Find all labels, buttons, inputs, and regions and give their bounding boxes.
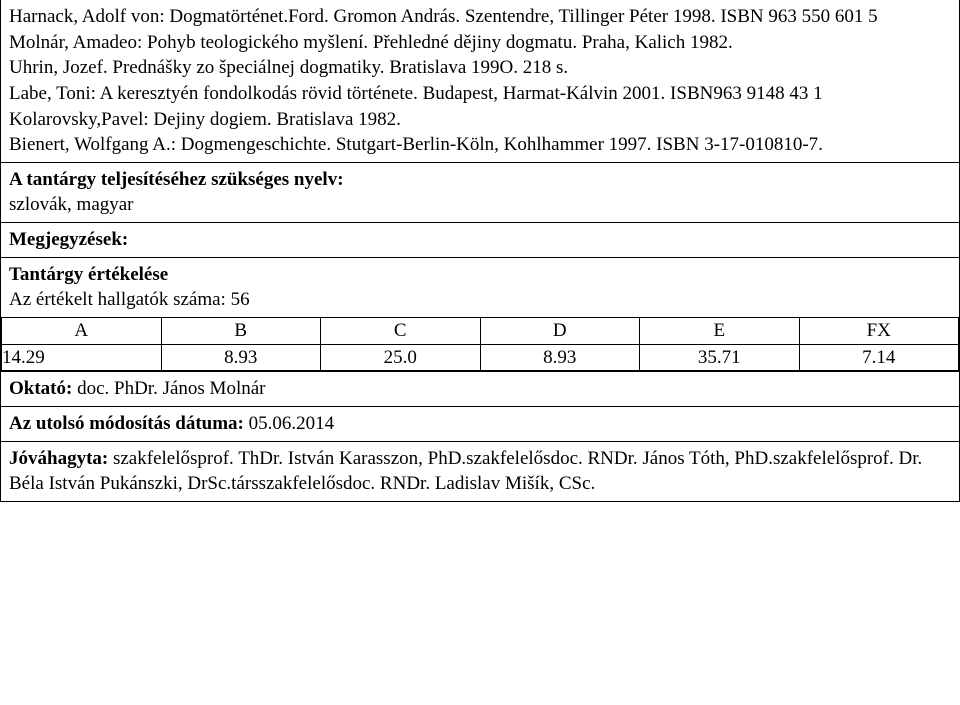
evaluation-cell: Tantárgy értékelése Az értékelt hallgató… <box>1 257 960 317</box>
course-info-table: Harnack, Adolf von: Dogmatörténet.Ford. … <box>0 0 960 502</box>
instructor-value: doc. PhDr. János Molnár <box>72 378 265 399</box>
last-modified-label: Az utolsó módosítás dátuma: <box>9 413 244 434</box>
language-value: szlovák, magyar <box>9 194 134 215</box>
grade-header-a: A <box>2 318 162 345</box>
approved-cell: Jóváhagyta: szakfelelősprof. ThDr. Istvá… <box>1 441 960 501</box>
evaluation-count: Az értékelt hallgatók száma: 56 <box>9 289 250 310</box>
grades-header-row: A B C D E FX <box>2 318 959 345</box>
grade-value-a: 14.29 <box>2 344 162 371</box>
grade-value-d: 8.93 <box>480 344 640 371</box>
grades-table: A B C D E FX 14.29 8.93 25.0 8.93 35.71 … <box>1 317 959 371</box>
approved-label: Jóváhagyta: <box>9 448 108 469</box>
grade-value-b: 8.93 <box>161 344 321 371</box>
instructor-label: Oktató: <box>9 378 72 399</box>
grades-value-row: 14.29 8.93 25.0 8.93 35.71 7.14 <box>2 344 959 371</box>
notes-cell: Megjegyzések: <box>1 223 960 258</box>
grade-value-c: 25.0 <box>321 344 481 371</box>
grade-value-fx: 7.14 <box>799 344 959 371</box>
grade-value-e: 35.71 <box>640 344 800 371</box>
last-modified-value: 05.06.2014 <box>244 413 334 434</box>
grade-header-b: B <box>161 318 321 345</box>
language-cell: A tantárgy teljesítéséhez szükséges nyel… <box>1 162 960 222</box>
grades-container: A B C D E FX 14.29 8.93 25.0 8.93 35.71 … <box>1 317 960 372</box>
notes-label: Megjegyzések: <box>9 229 128 250</box>
grade-header-fx: FX <box>799 318 959 345</box>
last-modified-cell: Az utolsó módosítás dátuma: 05.06.2014 <box>1 406 960 441</box>
language-label: A tantárgy teljesítéséhez szükséges nyel… <box>9 169 344 190</box>
grade-header-e: E <box>640 318 800 345</box>
grade-header-d: D <box>480 318 640 345</box>
instructor-cell: Oktató: doc. PhDr. János Molnár <box>1 372 960 407</box>
evaluation-label: Tantárgy értékelése <box>9 264 168 285</box>
approved-value: szakfelelősprof. ThDr. István Karasszon,… <box>9 448 922 495</box>
grade-header-c: C <box>321 318 481 345</box>
bibliography-cell: Harnack, Adolf von: Dogmatörténet.Ford. … <box>1 0 960 162</box>
bibliography-text: Harnack, Adolf von: Dogmatörténet.Ford. … <box>9 6 878 155</box>
